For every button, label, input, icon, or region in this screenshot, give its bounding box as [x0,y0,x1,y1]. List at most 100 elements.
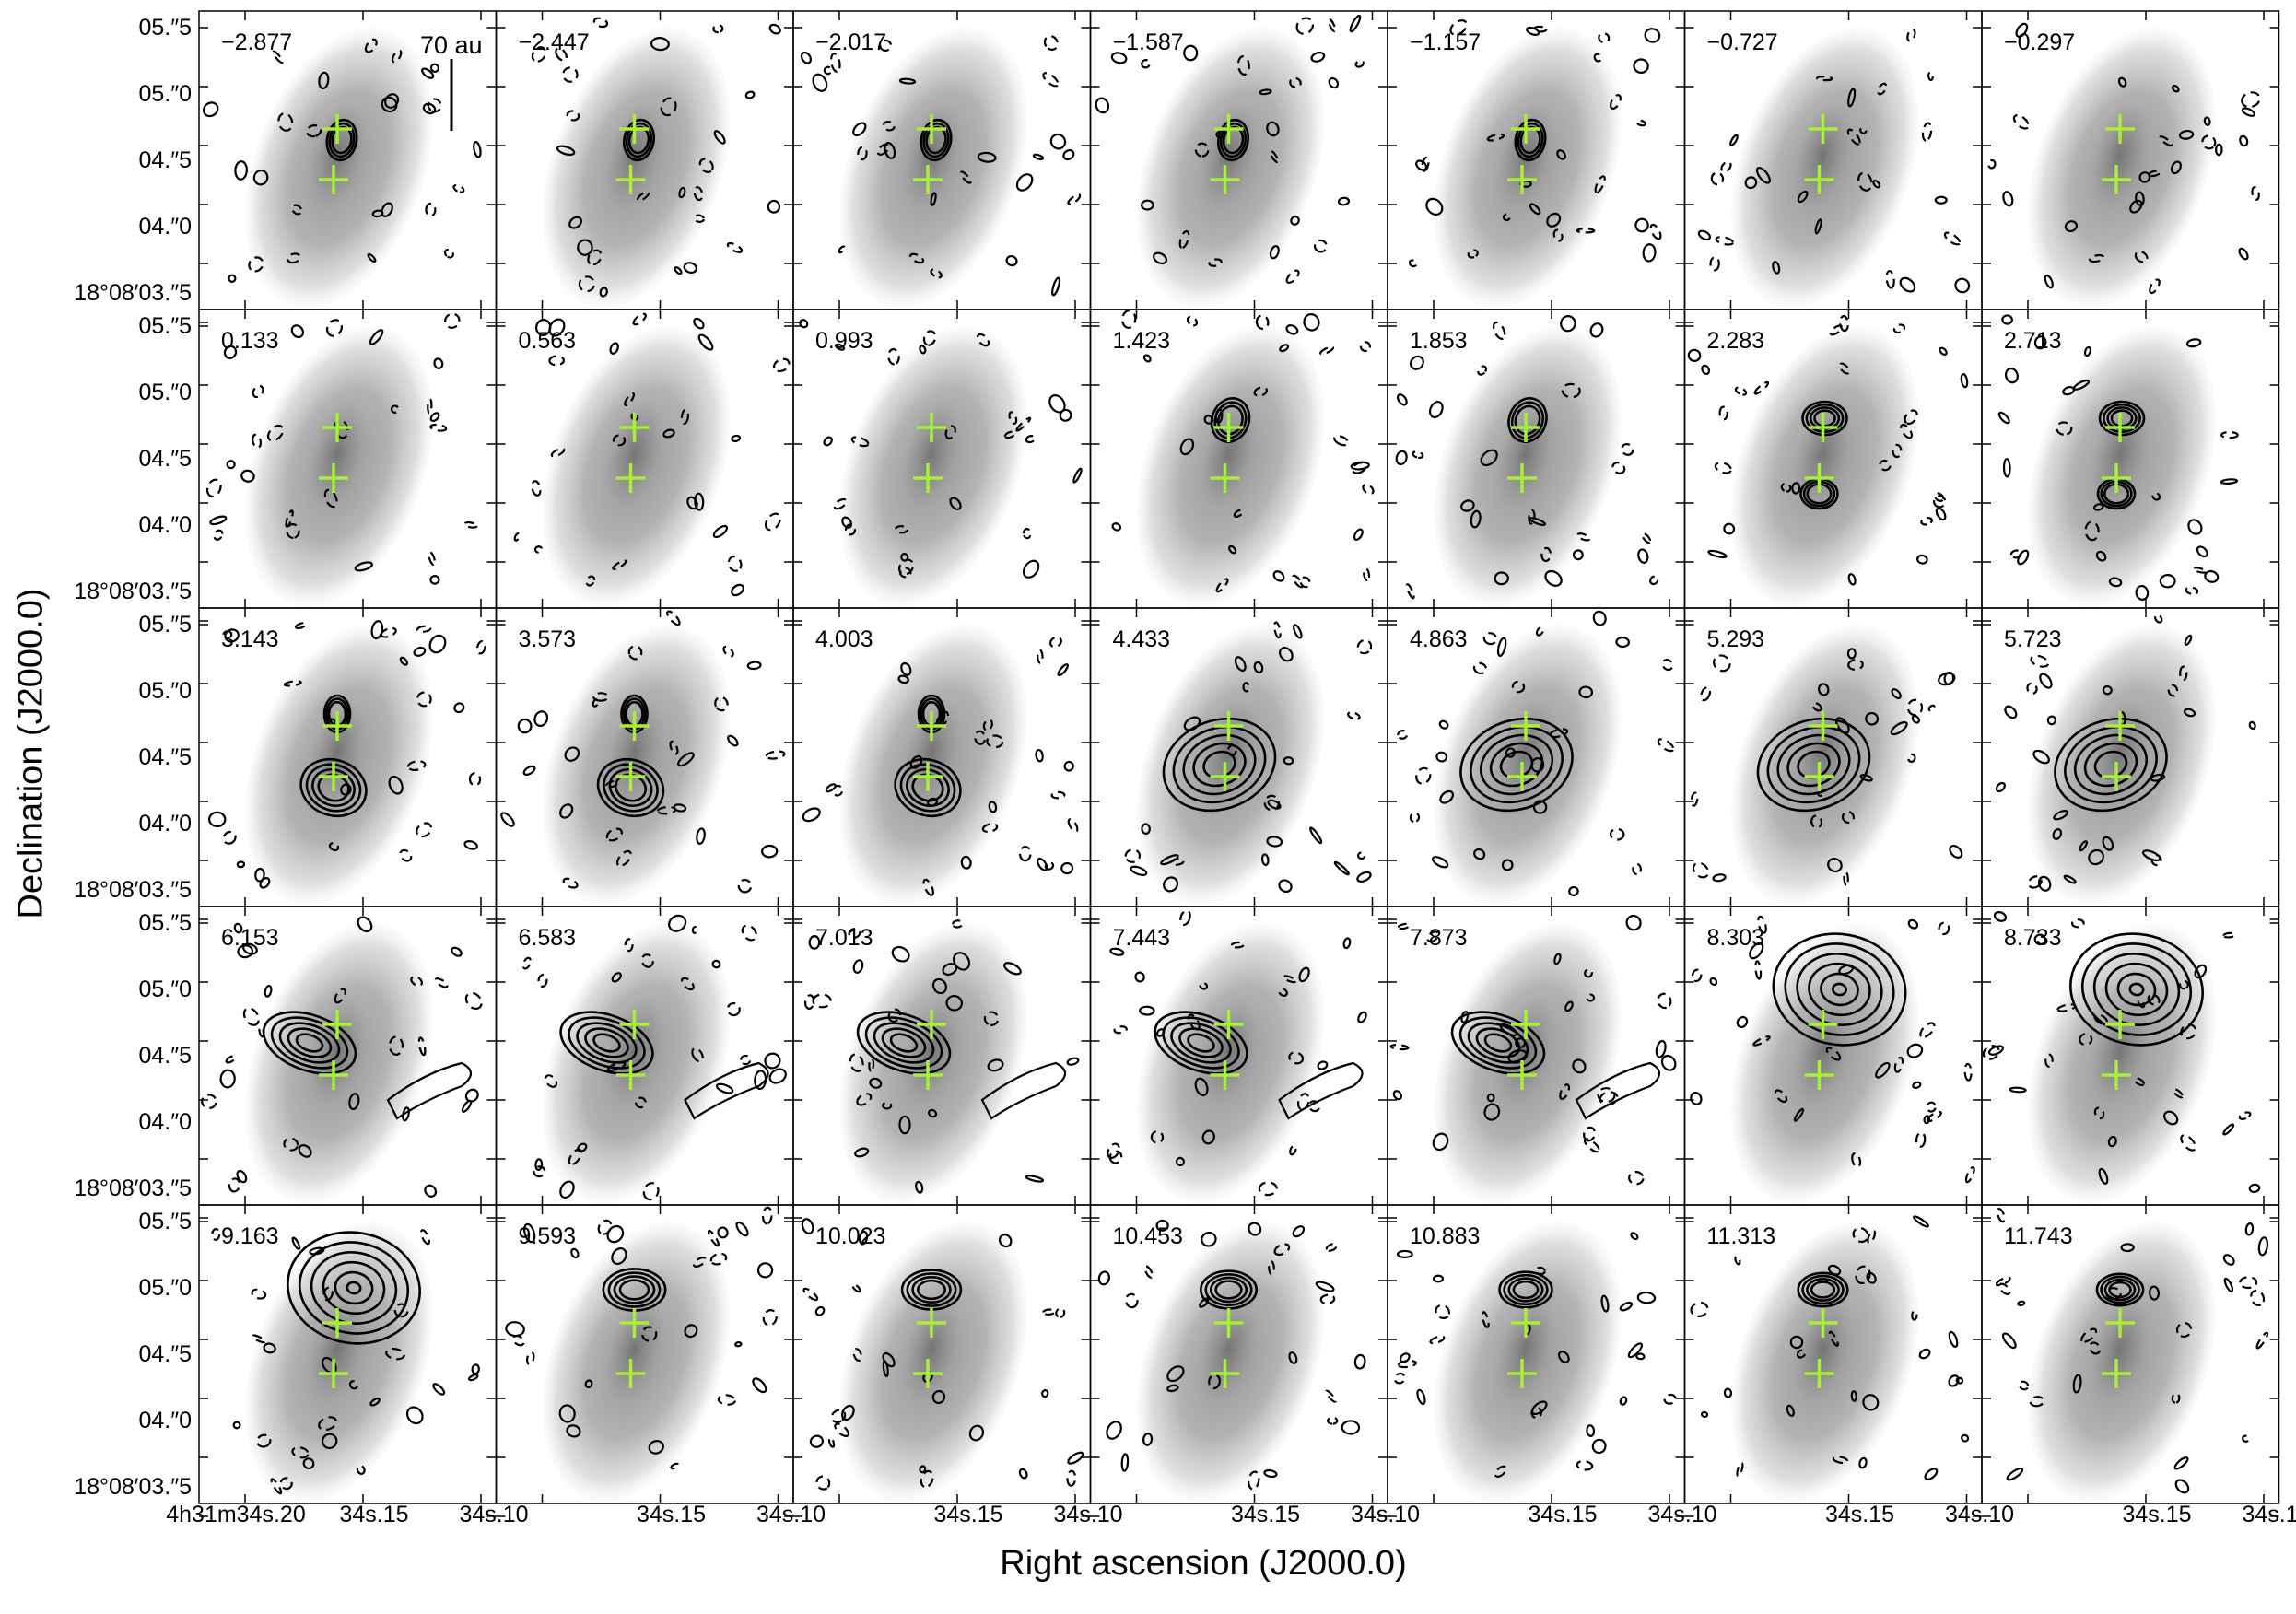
noise-contour [2083,345,2091,357]
noise-contour [1429,1335,1446,1345]
star-marker-icon [322,413,352,442]
noise-contour [2178,979,2189,990]
channel-panel: 6.153 [198,906,498,1219]
noise-contour [715,1082,734,1094]
noise-contour [1753,380,1770,395]
noise-contour [670,1462,680,1470]
noise-contour [2056,421,2073,436]
noise-contour [211,1228,221,1241]
noise-contour [1847,573,1857,586]
noise-contour [1572,549,1584,561]
noise-contour [388,775,404,795]
noise-contour [624,938,634,953]
outflow-contour [1278,1061,1364,1120]
noise-contour [1290,216,1300,226]
noise-contour [1309,826,1323,845]
noise-contour [1494,1465,1507,1479]
noise-contour [254,867,265,883]
noise-contour [612,559,627,571]
y-tick-label: 04.″0 [138,512,192,538]
noise-contour [1470,509,1482,529]
x-tick-label: 34s.10 [1053,1502,1122,1527]
noise-contour [1744,176,1758,190]
channel-panel: 2.283 [1683,309,1983,622]
noise-contour [357,916,373,933]
noise-contour [1097,1270,1110,1286]
noise-contour [1292,1225,1306,1238]
noise-contour [416,822,433,838]
noise-contour [2179,665,2188,682]
outflow-contour [1575,1061,1661,1120]
noise-contour [1710,171,1725,186]
noise-contour [693,317,705,330]
noise-contour [1472,661,1488,675]
outflow-contour [684,1061,769,1120]
noise-contour [1634,217,1649,233]
star-marker-icon [319,463,348,493]
noise-contour [263,1342,276,1354]
y-tick-label: 05.″0 [138,380,192,405]
star-marker-icon [2102,1060,2131,1090]
noise-contour [1141,199,1154,211]
noise-contour [2248,1183,2261,1194]
noise-contour [1095,97,1110,114]
noise-contour [1540,546,1552,563]
noise-contour [1109,947,1125,956]
noise-contour [2072,1374,2082,1394]
noise-contour [354,561,373,572]
star-marker-icon [1808,1010,1838,1039]
noise-contour [2052,828,2063,840]
star-marker-icon [1507,1359,1537,1388]
noise-contour [1124,1292,1139,1309]
noise-contour [952,919,964,929]
noise-contour [1932,495,1947,509]
noise-contour [1865,711,1880,726]
star-marker-icon [917,1010,946,1039]
y-tick-label: 05.″5 [138,1209,192,1234]
channel-velocity-label: 8.303 [1707,925,1765,951]
noise-contour [1460,499,1475,512]
noise-contour [1248,1222,1262,1236]
star-marker-icon [2102,463,2131,493]
noise-contour [1557,1351,1570,1363]
noise-contour [236,860,246,869]
noise-contour [1037,857,1048,871]
noise-contour [422,102,437,115]
noise-contour [1354,60,1365,68]
y-tick-label: 05.″0 [138,678,192,704]
star-marker-icon [1213,711,1244,741]
star-marker-icon [1210,463,1240,493]
noise-contour [609,342,619,355]
noise-contour [521,956,532,970]
noise-contour [1559,1083,1571,1101]
noise-contour [252,384,264,399]
noise-contour [802,807,821,823]
noise-contour [684,1324,698,1339]
noise-contour [611,972,622,983]
noise-contour [1847,88,1857,108]
noise-contour [2033,335,2047,350]
noise-contour [1416,1388,1426,1406]
noise-contour [1435,751,1448,763]
noise-contour [1924,1468,1939,1480]
noise-contour [764,1052,781,1070]
star-marker-icon [619,413,650,442]
noise-contour [1859,126,1868,134]
noise-contour [1130,865,1148,876]
noise-contour [410,975,424,988]
noise-contour [463,521,478,529]
noise-contour [987,1058,1004,1072]
noise-contour [2141,849,2161,862]
noise-contour [1067,193,1082,205]
noise-contour [2033,933,2046,946]
noise-contour [1913,1215,1929,1228]
noise-contour [533,545,544,554]
noise-contour [1293,624,1303,639]
noise-contour [2102,836,2114,851]
noise-contour [570,1247,580,1259]
x-tick-label: 34s.15 [637,1502,706,1527]
noise-contour [852,1348,863,1363]
channel-velocity-label: 10.453 [1113,1223,1183,1249]
noise-contour [1997,411,2010,425]
noise-contour [1303,313,1320,332]
